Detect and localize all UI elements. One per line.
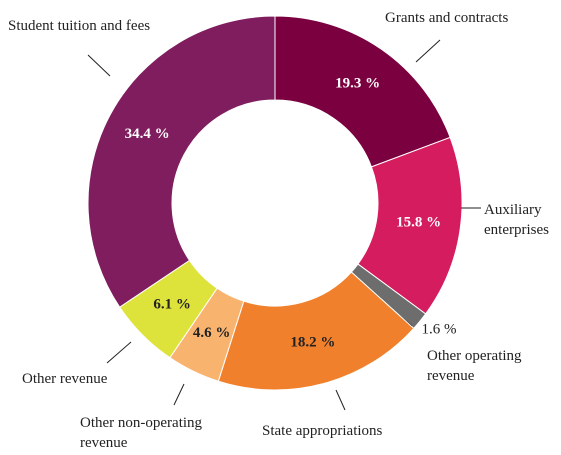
leader-line xyxy=(87,54,111,77)
value-label: 18.2 % xyxy=(290,334,335,350)
leader-line xyxy=(106,341,132,364)
value-label: 4.6 % xyxy=(193,325,231,341)
value-label: 34.4 % xyxy=(125,126,170,142)
value-label: 6.1 % xyxy=(153,297,191,313)
leader-line xyxy=(335,389,346,411)
category-label: Grants and contracts xyxy=(385,10,509,26)
value-label: 15.8 % xyxy=(396,214,441,230)
leader-line xyxy=(415,39,441,63)
category-label: State appropriations xyxy=(262,423,383,439)
donut-slice xyxy=(274,15,451,168)
category-label: Auxiliary enterprises xyxy=(484,202,549,238)
value-label: 1.6 % xyxy=(422,321,457,337)
category-label: Other operating revenue xyxy=(427,348,522,384)
leader-line xyxy=(173,383,185,406)
donut-slice xyxy=(217,271,415,391)
category-label: Student tuition and fees xyxy=(8,18,151,34)
category-label: Other revenue xyxy=(22,371,108,387)
category-label: Other non-operating revenue xyxy=(80,415,203,451)
donut-slice xyxy=(87,15,276,308)
value-label: 19.3 % xyxy=(335,75,380,91)
